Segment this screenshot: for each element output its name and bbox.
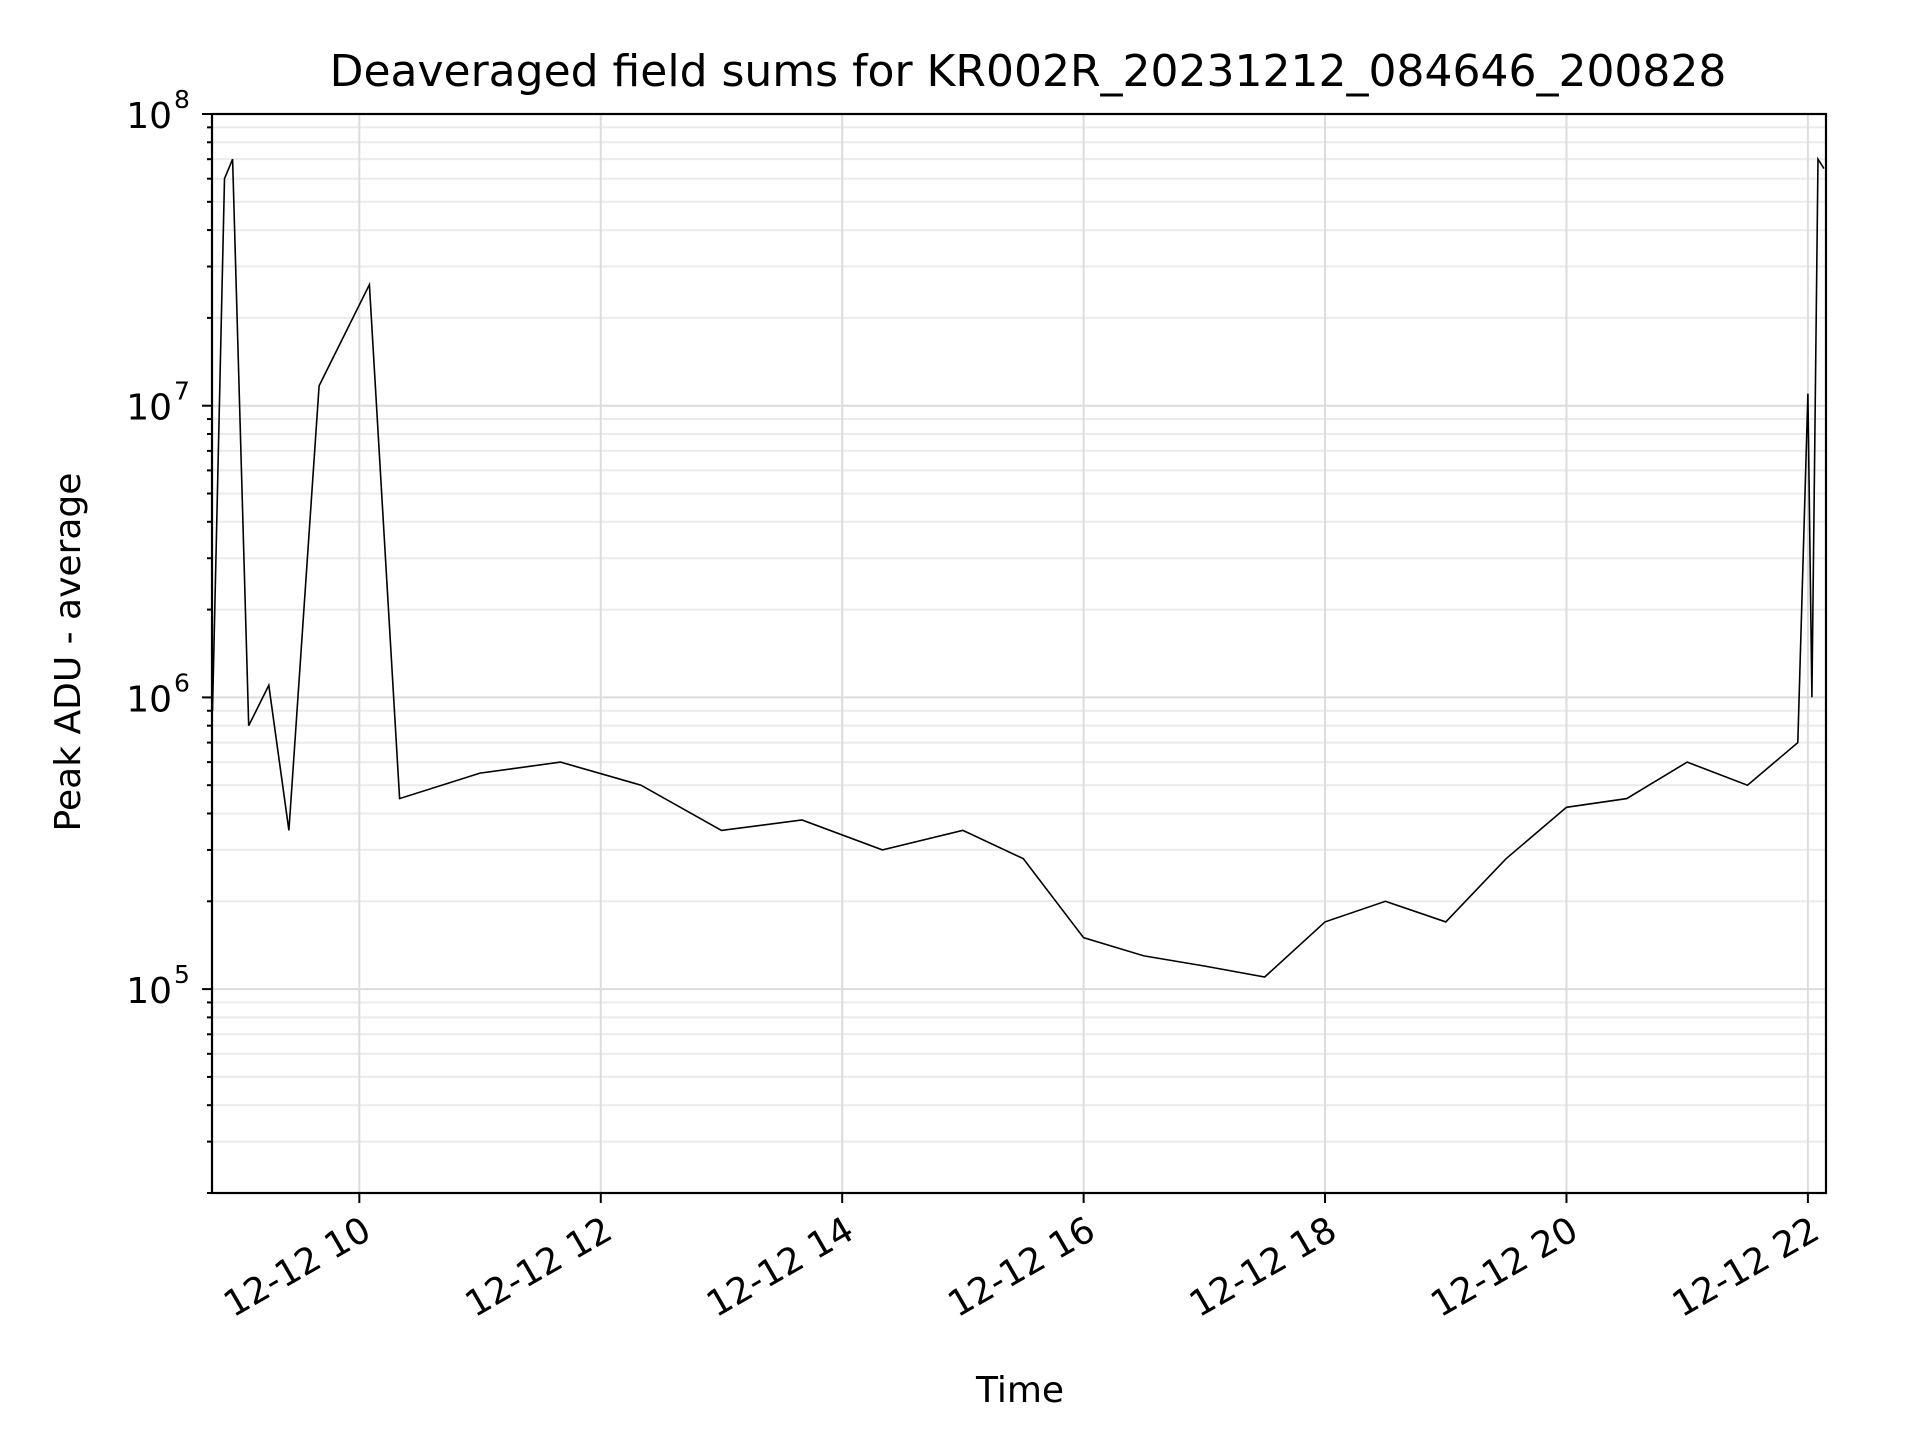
series-line (211, 156, 1825, 978)
grid-layer (212, 113, 1826, 1194)
y-tick-base: 10 (126, 971, 172, 1012)
y-tick-exponent: 6 (174, 668, 190, 697)
chart-title: Deaveraged field sums for KR002R_2023121… (330, 46, 1727, 97)
y-axis-label: Peak ADU - average (48, 473, 89, 832)
y-tick-base: 10 (126, 96, 172, 137)
y-tick-base: 10 (126, 679, 172, 720)
plot-area-frame (210, 112, 1828, 1195)
y-tick-base: 10 (126, 388, 172, 429)
x-axis-label: Time (975, 1370, 1064, 1411)
y-tick-exponent: 8 (174, 85, 190, 114)
y-tick-label: 10 6 (126, 668, 190, 720)
y-tick-exponent: 7 (174, 377, 190, 406)
y-tick-label: 10 5 (126, 960, 190, 1012)
y-tick-exponent: 5 (174, 960, 190, 989)
series-layer (211, 156, 1825, 978)
y-tick-label: 10 8 (126, 85, 190, 137)
y-tick-label: 10 7 (126, 377, 190, 429)
